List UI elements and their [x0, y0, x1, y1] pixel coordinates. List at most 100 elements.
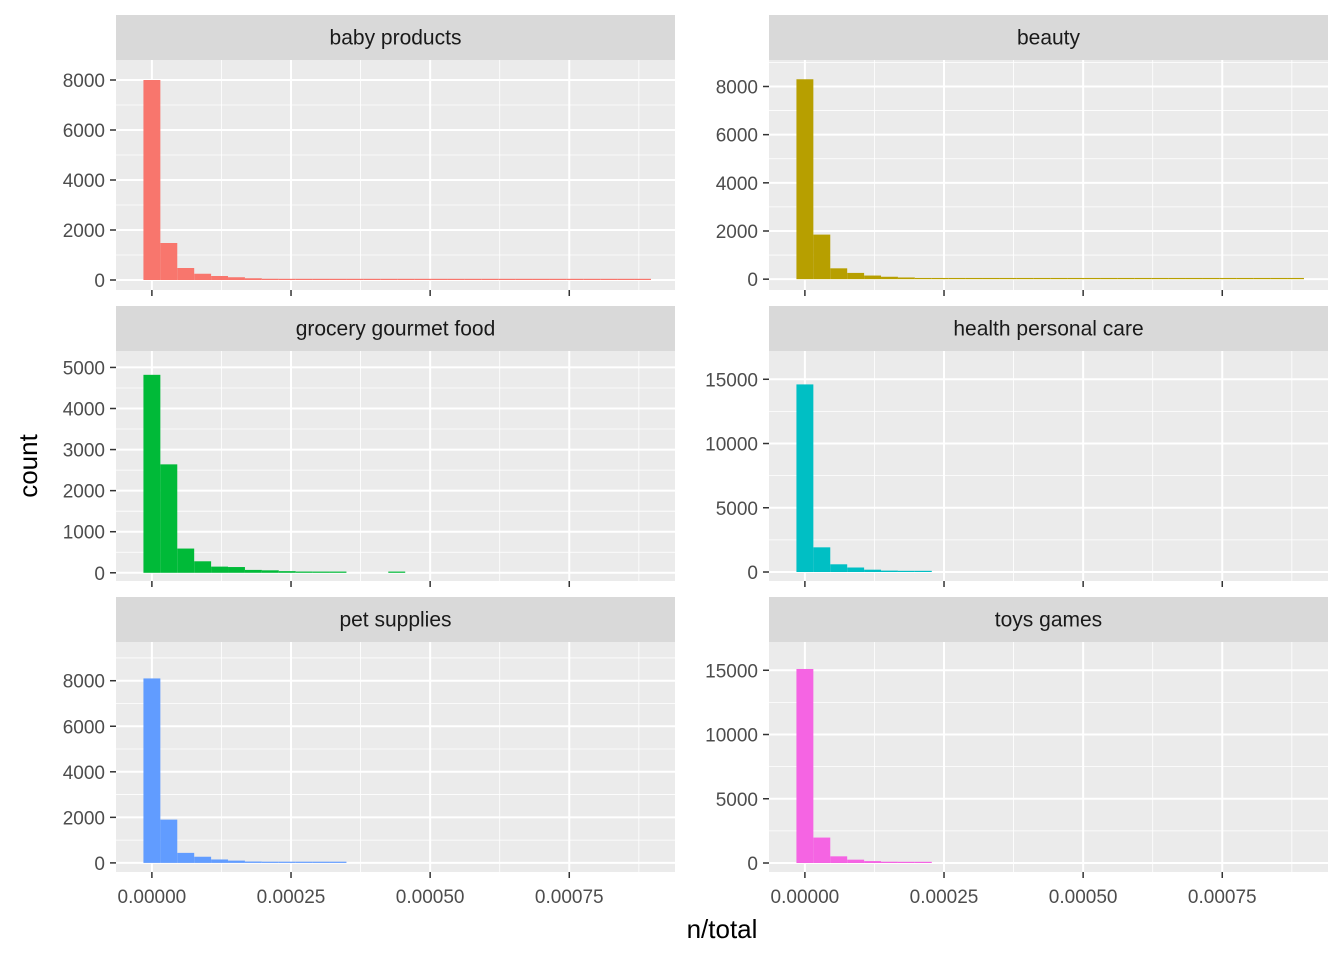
histogram-bar: [796, 384, 814, 573]
panel-grid: baby products 0 2000 4000 6000 8000 beauty 0 200…: [63, 15, 1328, 908]
y-tick-label: 8000: [716, 77, 758, 98]
strip-background: [769, 597, 1328, 642]
histogram-bar: [380, 278, 398, 280]
panel-health-personal-care: health personal care 0 5000 10000 15000: [705, 306, 1328, 587]
histogram-bar: [244, 861, 262, 863]
histogram-bar: [278, 278, 296, 280]
histogram-bar: [515, 278, 533, 280]
y-tick-label: 10000: [705, 435, 758, 456]
histogram-bar: [431, 278, 448, 280]
histogram-bar: [312, 278, 330, 280]
histogram-bar: [143, 374, 161, 573]
histogram-bar: [965, 277, 983, 280]
histogram-bar: [813, 837, 831, 864]
histogram-bar: [278, 861, 296, 863]
panel-beauty: beauty 0 2000 4000 6000 8000: [716, 15, 1328, 296]
y-tick-label: 0: [747, 854, 758, 875]
histogram-bar: [177, 268, 195, 280]
histogram-bar: [1067, 277, 1085, 280]
histogram-bar: [897, 861, 915, 864]
panel-background: [769, 351, 1328, 581]
histogram-bar: [1185, 277, 1203, 280]
histogram-bar: [1236, 277, 1254, 280]
panel-grocery-gourmet-food: grocery gourmet food 0 1000 2000 3000 4000 500…: [63, 306, 675, 587]
strip-label: toys games: [995, 609, 1102, 632]
histogram-bar: [228, 567, 245, 573]
x-tick-label: 0.00075: [1188, 887, 1257, 908]
histogram-bar: [1050, 277, 1068, 280]
strip-label: pet supplies: [339, 609, 451, 632]
y-tick-label: 2000: [63, 482, 105, 503]
histogram-bar: [177, 548, 195, 573]
histogram-bar: [1253, 277, 1271, 280]
histogram-bar: [796, 668, 814, 864]
y-tick-label: 1000: [63, 523, 105, 544]
x-tick-label: 0.00000: [771, 887, 840, 908]
histogram-bar: [914, 570, 932, 573]
y-tick-label: 0: [94, 854, 105, 875]
histogram-bar: [143, 80, 161, 280]
y-tick-label: 0: [747, 270, 758, 291]
histogram-bar: [881, 570, 898, 573]
strip-background: [116, 597, 675, 642]
histogram-bar: [329, 571, 347, 573]
y-axis-title: count: [13, 433, 43, 497]
y-tick-label: 0: [94, 271, 105, 292]
histogram-bar: [864, 569, 882, 573]
y-tick-label: 15000: [705, 370, 758, 391]
y-tick-label: 5000: [716, 790, 758, 811]
histogram-bar: [261, 570, 279, 573]
histogram-bar: [830, 856, 848, 864]
histogram-bar: [1084, 277, 1101, 280]
histogram-bar: [1287, 277, 1304, 280]
histogram-bar: [847, 272, 865, 280]
y-tick-label: 4000: [63, 763, 105, 784]
x-axis-title: n/total: [687, 914, 758, 944]
histogram-bar: [329, 278, 347, 280]
y-tick-label: 2000: [63, 808, 105, 829]
histogram-bar: [312, 861, 330, 863]
x-tick-label: 0.00000: [118, 887, 187, 908]
y-tick-label: 15000: [705, 661, 758, 682]
histogram-bar: [1202, 277, 1220, 280]
strip-background: [769, 306, 1328, 351]
histogram-bar: [388, 571, 406, 573]
histogram-bar: [897, 277, 915, 280]
y-tick-label: 6000: [63, 717, 105, 738]
y-tick-label: 5000: [716, 499, 758, 520]
histogram-bar: [1270, 277, 1288, 280]
y-tick-label: 4000: [63, 171, 105, 192]
histogram-bar: [813, 234, 831, 280]
histogram-bar: [498, 278, 516, 280]
histogram-bar: [931, 277, 949, 280]
histogram-bar: [160, 464, 178, 573]
panel-pet-supplies: pet supplies 0 2000 4000 6000 8000 0.00000 0.00…: [63, 597, 675, 908]
strip-background: [769, 15, 1328, 60]
histogram-bar: [261, 278, 279, 280]
x-tick-label: 0.00050: [1049, 887, 1118, 908]
panel-baby-products: baby products 0 2000 4000 6000 8000: [63, 15, 675, 296]
histogram-bar: [566, 278, 584, 280]
y-tick-label: 4000: [716, 174, 758, 195]
y-tick-label: 0: [747, 563, 758, 584]
histogram-bar: [481, 278, 499, 280]
histogram-bar: [228, 277, 245, 280]
histogram-bar: [549, 278, 567, 280]
histogram-bar: [211, 276, 229, 280]
y-tick-label: 8000: [63, 71, 105, 92]
y-tick-label: 3000: [63, 441, 105, 462]
histogram-bar: [830, 564, 848, 573]
y-tick-label: 2000: [63, 221, 105, 242]
histogram-bar: [830, 268, 848, 280]
histogram-bar: [194, 273, 212, 280]
histogram-bar: [847, 567, 865, 573]
histogram-bar: [583, 278, 601, 280]
histogram-bar: [160, 243, 178, 280]
panel-background: [769, 642, 1328, 872]
strip-label: beauty: [1017, 27, 1081, 50]
histogram-bar: [1100, 277, 1118, 280]
panel-background: [116, 642, 675, 872]
histogram-bar: [295, 861, 313, 863]
histogram-bar: [363, 278, 381, 280]
x-tick-label: 0.00025: [910, 887, 979, 908]
